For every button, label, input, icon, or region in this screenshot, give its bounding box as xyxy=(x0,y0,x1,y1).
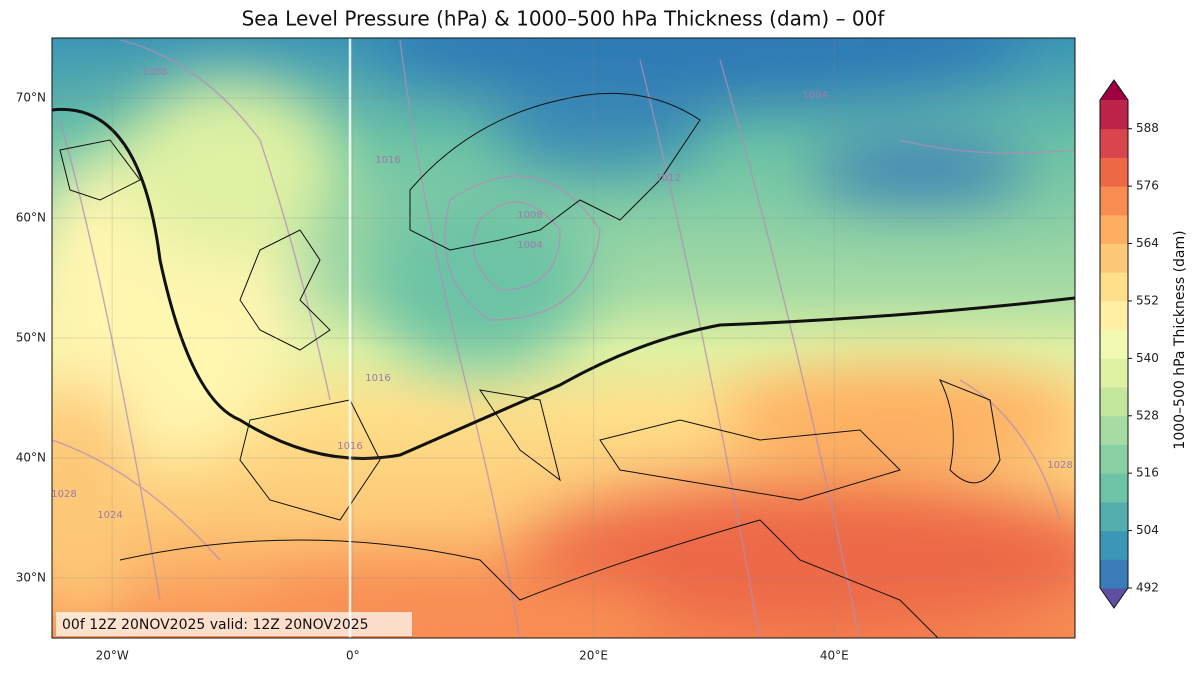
map-frame xyxy=(51,37,1076,639)
colorbar-band xyxy=(1100,559,1128,589)
colorbar-band xyxy=(1100,358,1128,388)
lat-label: 40°N xyxy=(16,451,46,465)
lat-label: 60°N xyxy=(16,211,46,225)
contour-label: 1004 xyxy=(517,240,542,251)
lon-label: 0° xyxy=(346,649,360,663)
pressure-contours xyxy=(52,39,1075,638)
colorbar-tick-label: 552 xyxy=(1136,293,1159,307)
colorbar-extend-high xyxy=(1100,80,1128,100)
map-area: 1008 1004 1016 1012 1008 1004 1016 1016 1028 1024… xyxy=(51,38,1075,638)
colorbar-tick-label: 564 xyxy=(1136,236,1159,250)
lat-label: 70°N xyxy=(16,91,46,105)
colorbar: 492 504 516 528 540 552 564 576 588 xyxy=(1099,79,1159,609)
thickness-blobs xyxy=(52,38,1075,638)
colorbar-tick-label: 588 xyxy=(1136,121,1159,135)
colorbar-band xyxy=(1100,473,1128,503)
colorbar-tick-label: 504 xyxy=(1136,523,1159,537)
contour-label: 1004 xyxy=(802,90,827,101)
colorbar-band xyxy=(1100,415,1128,445)
colorbar-band xyxy=(1100,444,1128,474)
colorbar-band xyxy=(1100,100,1128,130)
thickness-540-line xyxy=(52,107,1075,460)
colorbar-band xyxy=(1100,300,1128,331)
contour-label: 1016 xyxy=(365,373,390,384)
info-text: 00f 12Z 20NOV2025 valid: 12Z 20NOV2025 xyxy=(62,617,369,633)
contour-label: 1012 xyxy=(655,173,680,184)
contour-label: 1016 xyxy=(337,441,362,452)
coastlines xyxy=(59,92,1001,638)
colorbar-tick-label: 576 xyxy=(1136,179,1159,193)
lon-label: 20°E xyxy=(579,649,608,663)
info-box xyxy=(56,612,412,636)
colorbar-band xyxy=(1100,186,1128,216)
colorbar-tick-label: 528 xyxy=(1136,408,1159,422)
colorbar-band xyxy=(1100,329,1128,359)
contour-label: 1028 xyxy=(1047,460,1072,471)
contour-label: 1028 xyxy=(51,489,76,500)
colorbar-band xyxy=(1100,243,1128,273)
contour-labels: 1008 1004 1016 1012 1008 1004 1016 1016 1028 1024… xyxy=(51,67,1073,521)
colorbar-tick-label: 540 xyxy=(1136,351,1159,365)
contour-label: 1016 xyxy=(375,155,400,166)
lat-label: 30°N xyxy=(16,571,46,585)
axis-labels: 20°W 0° 20°E 40°E 30°N 40°N 50°N 60°N 70°N xyxy=(16,91,849,663)
map-title: Sea Level Pressure (hPa) & 1000–500 hPa … xyxy=(242,7,886,31)
lon-label: 20°W xyxy=(96,649,129,663)
graticule xyxy=(52,38,1075,638)
colorbar-outline xyxy=(1099,79,1129,609)
colorbar-band xyxy=(1100,157,1128,187)
colorbar-extend-low xyxy=(1100,588,1128,608)
colorbar-band xyxy=(1100,272,1128,302)
lon-label: 40°E xyxy=(820,649,849,663)
contour-label: 1008 xyxy=(142,67,167,78)
contour-label: 1024 xyxy=(97,510,122,521)
colorbar-band xyxy=(1100,128,1128,158)
colorbar-label: 1000–500 hPa Thickness (dam) xyxy=(1172,230,1188,449)
colorbar-band xyxy=(1100,387,1128,417)
colorbar-band xyxy=(1100,530,1128,560)
lat-label: 50°N xyxy=(16,331,46,345)
contour-label: 1008 xyxy=(517,210,542,221)
colorbar-band xyxy=(1100,501,1128,532)
colorbar-tick-label: 492 xyxy=(1136,581,1159,595)
colorbar-band xyxy=(1100,214,1128,245)
colorbar-tick-label: 516 xyxy=(1136,466,1159,480)
